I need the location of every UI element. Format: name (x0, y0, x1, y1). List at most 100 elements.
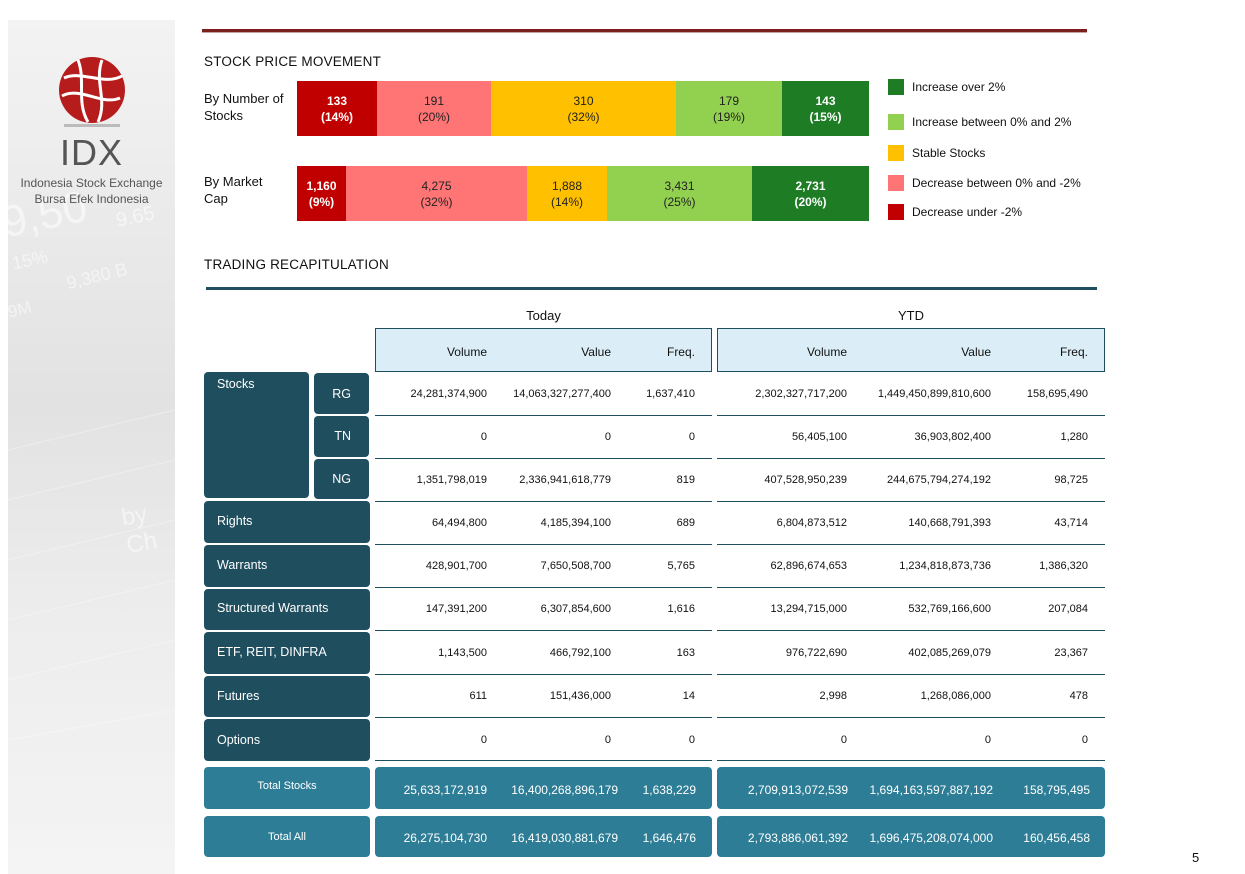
row-separator (375, 544, 712, 545)
table-cell: 13,294,715,000 (770, 603, 847, 615)
row-label-text: Stocks (217, 377, 255, 391)
column-header: Value (581, 345, 611, 359)
total-cell: 16,400,268,896,179 (511, 783, 618, 797)
segment-value: 3,431 (664, 178, 695, 193)
table-cell: 147,391,200 (425, 603, 487, 615)
table-cell: 1,616 (667, 603, 695, 615)
stacked-bar-by-market-cap: 1,160 (9%) 4,275 (32%) 1,888 (14%) 3,431 (25… (297, 166, 869, 221)
logo-subtitle-2: Bursa Efek Indonesia (34, 192, 149, 206)
total-stocks-today (375, 767, 712, 809)
table-cell: 1,637,410 (646, 388, 695, 400)
table-cell: 5,765 (667, 560, 695, 572)
row-label-futures: Futures (204, 676, 370, 717)
total-cell: 1,694,163,597,887,192 (869, 783, 993, 797)
row-label-text: Structured Warrants (217, 601, 329, 615)
table-cell: 158,695,490 (1026, 388, 1088, 400)
table-cell: 0 (688, 431, 695, 443)
column-header: Volume (446, 345, 487, 359)
legend-label: Stable Stocks (912, 146, 986, 160)
total-cell: 1,696,475,208,074,000 (869, 831, 993, 845)
row-label-text: Futures (217, 689, 260, 703)
bar-segment-increase-0-2: 3,431 (25%) (607, 166, 752, 221)
total-cell: 1,646,476 (642, 831, 696, 845)
segment-percent: (20%) (417, 109, 450, 124)
legend-item: Decrease between 0% and -2% (888, 175, 1081, 191)
segment-value: 179 (718, 93, 740, 108)
total-cell: 26,275,104,730 (403, 831, 487, 845)
total-cell: 160,456,458 (1023, 831, 1090, 845)
row-label-text: ETF, REIT, DINFRA (217, 645, 327, 659)
segment-percent: (32%) (567, 109, 600, 124)
row-separator (375, 415, 712, 416)
column-header: Freq. (1059, 345, 1088, 359)
legend-swatch (888, 175, 904, 191)
table-cell: 0 (480, 734, 487, 746)
row-label-structured-warrants: Structured Warrants (204, 589, 370, 630)
table-cell: 36,903,802,400 (914, 431, 991, 443)
table-cell: 14 (682, 690, 695, 702)
table-cell: 2,998 (819, 690, 847, 702)
legend-item: Increase between 0% and 2% (888, 114, 1071, 130)
table-cell: 2,302,327,717,200 (755, 388, 847, 400)
row-separator (717, 587, 1105, 588)
segment-percent: (19%) (712, 109, 745, 124)
section-title-stock-price-movement: STOCK PRICE MOVEMENT (204, 54, 382, 69)
row-separator (717, 717, 1105, 718)
segment-percent: (9%) (308, 194, 335, 209)
row-label-etf-reit-dinfra: ETF, REIT, DINFRA (204, 632, 370, 674)
table-cell: 1,351,798,019 (416, 474, 487, 486)
segment-value: 143 (815, 93, 836, 108)
table-cell: 7,650,508,700 (540, 560, 611, 572)
legend-label: Decrease under -2% (912, 205, 1023, 219)
bar-segment-decrease-0-2: 4,275 (32%) (346, 166, 527, 221)
table-cell: 407,528,950,239 (764, 474, 847, 486)
row-label-rg: RG (314, 373, 369, 414)
table-cell: 207,084 (1048, 603, 1088, 615)
table-cell: 56,405,100 (791, 431, 847, 443)
row-label-text: Options (217, 733, 261, 747)
row-label-tn: TN (314, 416, 369, 457)
table-cell: 819 (676, 474, 695, 486)
bar-segment-increase-over-2: 143 (15%) (782, 81, 869, 136)
row-separator (375, 587, 712, 588)
bar-segment-decrease-0-2: 191 (20%) (377, 81, 491, 136)
table-cell: 0 (984, 734, 991, 746)
row-label-by-market-cap: By Market Cap (204, 174, 263, 206)
column-header: Volume (806, 345, 847, 359)
table-cell: 0 (688, 734, 695, 746)
bar-segment-increase-0-2: 179 (19%) (676, 81, 782, 136)
top-divider (202, 29, 1087, 33)
table-cell: 0 (840, 734, 847, 746)
table-cell: 532,769,166,600 (908, 603, 991, 615)
row-label-by-number: By Number of Stocks (204, 91, 284, 123)
total-stocks-ytd (717, 767, 1105, 809)
total-cell: 1,638,229 (642, 783, 696, 797)
table-cell: 1,234,818,873,736 (899, 560, 991, 572)
row-label-options: Options (204, 719, 370, 761)
table-cell: 478 (1069, 690, 1088, 702)
legend-swatch (888, 114, 904, 130)
idx-logo-icon (59, 57, 125, 127)
row-separator (375, 674, 712, 675)
group-title-today: Today (526, 308, 561, 323)
logo-wordmark: IDX (59, 132, 123, 173)
table-cell: 64,494,800 (431, 517, 487, 529)
total-stocks-label: Total Stocks (204, 767, 370, 809)
table-cell: 62,896,674,653 (770, 560, 847, 572)
segment-value: 191 (423, 93, 445, 108)
row-label-text: TN (334, 429, 351, 443)
total-all-today (375, 816, 712, 857)
row-label-ng: NG (314, 459, 369, 499)
legend-swatch (888, 145, 904, 161)
segment-percent: (14%) (320, 109, 353, 124)
legend-label: Increase over 2% (912, 80, 1006, 94)
segment-percent: (32%) (420, 194, 453, 209)
column-header: Freq. (666, 345, 695, 359)
segment-percent: (20%) (794, 194, 827, 209)
table-cell: 1,386,320 (1039, 560, 1088, 572)
total-cell: 2,709,913,072,539 (747, 783, 848, 797)
table-cell: 689 (676, 517, 695, 529)
segment-value: 310 (573, 93, 594, 108)
background-chart-lines (8, 409, 175, 741)
bar-segment-stable: 310 (32%) (491, 81, 676, 136)
